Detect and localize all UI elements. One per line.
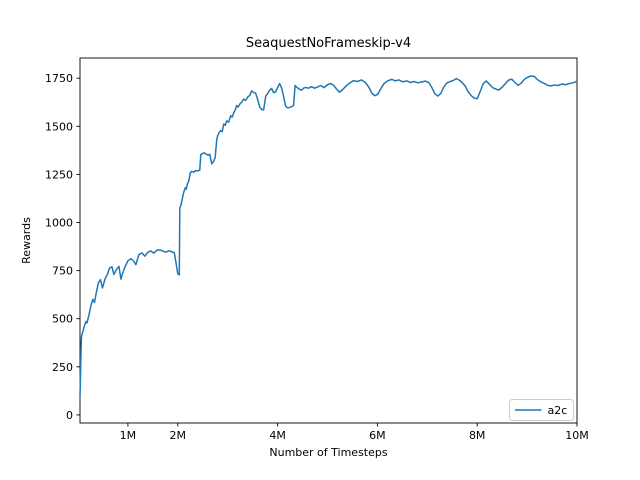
x-axis-label: Number of Timesteps [269, 446, 387, 459]
x-tick-label: 2M [170, 429, 187, 442]
x-tick-label: 6M [369, 429, 386, 442]
y-tick-label: 250 [52, 361, 73, 374]
y-tick-label: 1000 [45, 217, 73, 230]
y-tick-label: 500 [52, 313, 73, 326]
y-tick-label: 0 [66, 409, 73, 422]
series-line-a2c [79, 75, 578, 398]
legend: a2c [509, 399, 574, 421]
plot-border [79, 57, 578, 424]
ticks-layer: 1M 2M 4M 6M 8M 10M 0 250 500 750 1000 1250 1500 1750 [45, 72, 589, 442]
y-tick-label: 1250 [45, 168, 73, 181]
y-axis-label: Rewards [20, 217, 33, 264]
x-tick-label: 10M [565, 429, 589, 442]
x-tick-label: 1M [120, 429, 137, 442]
x-tick-label: 4M [269, 429, 286, 442]
x-tick-label: 8M [469, 429, 486, 442]
legend-label-a2c: a2c [548, 404, 568, 417]
y-tick-label: 1750 [45, 72, 73, 85]
chart-title: SeaquestNoFrameskip-v4 [246, 36, 411, 51]
series-layer [79, 75, 578, 398]
y-tick-label: 750 [52, 265, 73, 278]
y-tick-label: 1500 [45, 120, 73, 133]
